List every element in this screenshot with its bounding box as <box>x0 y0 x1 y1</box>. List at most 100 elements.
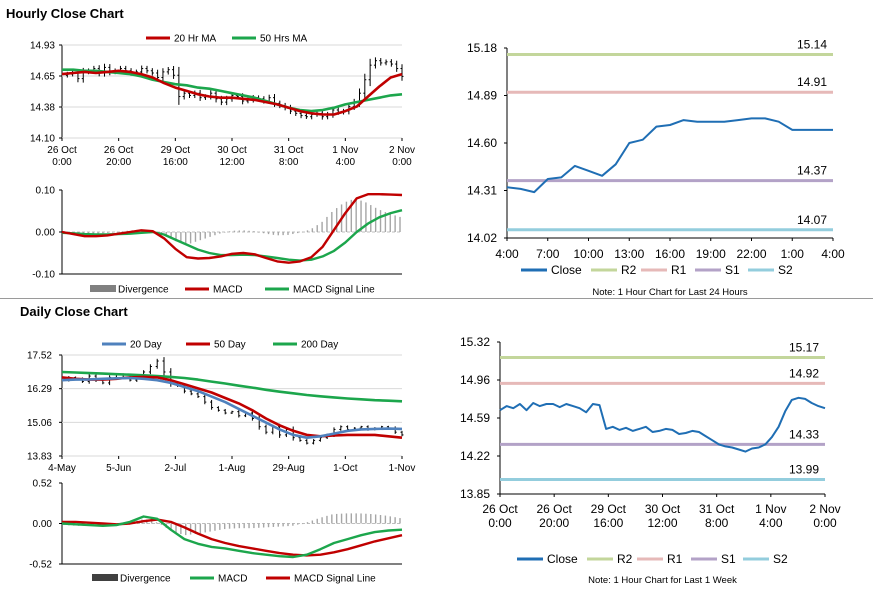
hourly-macd-divergence-bar <box>248 230 250 232</box>
hourly-macd-divergence-bar <box>97 232 99 234</box>
daily_pivots-x-tick-label: 8:00 <box>705 516 729 530</box>
daily-macd-divergence-bar <box>253 523 255 529</box>
hourly-price-x-tick-label: 8:00 <box>279 157 299 168</box>
hourly-macd-divergence-bar <box>326 216 328 232</box>
daily-macd-divergence-bar <box>155 522 158 524</box>
hourly-macd-y-tick-label: 0.00 <box>36 228 56 239</box>
hourly-macd-divergence-bar <box>92 232 94 234</box>
hourly_pivots-legend-label: R2 <box>621 263 637 277</box>
hourly_pivots-r2-level-label: 15.14 <box>797 38 827 52</box>
daily-macd-divergence-bar <box>175 523 177 533</box>
hourly_pivots-note: Note: 1 Hour Chart for Last 24 Hours <box>592 287 747 298</box>
daily_pivots-y-tick-label: 14.22 <box>460 449 490 463</box>
daily-macd-y-tick-label: 0.52 <box>33 479 53 490</box>
hourly_pivots-x-tick-label: 4:00 <box>821 247 845 261</box>
daily_pivots-x-tick-label: 2 Nov <box>809 502 840 516</box>
hourly-macd-divergence-bar <box>301 231 304 233</box>
hourly-macd-divergence-bar <box>238 230 241 232</box>
daily-macd-divergence-bar <box>331 514 333 524</box>
hourly_pivots-y-tick-label: 15.18 <box>467 41 497 55</box>
daily_pivots-y-tick-label: 15.32 <box>460 335 490 349</box>
hourly-macd-divergence-bar <box>355 198 357 232</box>
hourly-macd-divergence-bar <box>335 208 338 232</box>
daily-price-y-tick-label: 15.06 <box>27 418 52 429</box>
hourly-macd-divergence-bar <box>360 200 362 232</box>
hourly-price-x-tick-label: 0:00 <box>392 157 412 168</box>
hourly-price-y-tick-label: 14.65 <box>30 72 55 83</box>
hourly-macd-legend-label: MACD Signal Line <box>293 285 375 296</box>
hourly_pivots-x-tick-label: 1:00 <box>781 247 805 261</box>
daily-price-x-tick-label: 4-May <box>48 463 76 474</box>
daily-macd-divergence-bar <box>316 518 318 524</box>
hourly-macd-divergence-bar <box>228 231 231 232</box>
daily-macd-divergence-bar <box>399 518 401 524</box>
daily_pivots-s1-level-label: 14.33 <box>789 427 819 441</box>
daily-macd-divergence-bar <box>335 513 338 524</box>
hourly-price-y-tick-label: 14.10 <box>30 134 55 145</box>
daily-macd-divergence-bar <box>292 523 294 526</box>
hourly_pivots-legend-label: S1 <box>725 263 740 277</box>
hourly-macd-divergence-bar <box>316 225 318 232</box>
daily-macd-divergence-bar <box>355 513 357 524</box>
hourly-price-x-tick-label: 12:00 <box>219 157 244 168</box>
daily_pivots-y-tick-label: 14.96 <box>460 373 490 387</box>
daily-macd-divergence-bar <box>384 515 387 524</box>
hourly-price-x-tick-label: 26 Oct <box>47 145 77 156</box>
hourly-price-y-tick-label: 14.38 <box>30 103 55 114</box>
hourly-price-ma20-line <box>61 69 403 116</box>
hourly-macd-divergence-bar <box>116 231 119 233</box>
daily-macd-macd-line <box>61 515 403 559</box>
daily-macd-divergence-bar <box>326 515 328 524</box>
daily-macd-divergence-bar <box>306 522 309 524</box>
daily_pivots-legend-label: Close <box>547 552 578 566</box>
daily-macd-divergence-bar <box>277 523 279 527</box>
daily-price-legend-label: 200 Day <box>301 340 338 351</box>
daily_pivots-r1-level-label: 14.92 <box>789 366 819 380</box>
daily-macd-divergence-bar <box>258 523 260 528</box>
hourly-macd-divergence-bar <box>345 201 348 232</box>
daily-macd-divergence-bar <box>360 513 362 524</box>
hourly-macd-macd-line <box>61 192 403 264</box>
daily-macd-divergence-bar <box>301 523 304 525</box>
daily-price-x-tick-label: 29-Aug <box>273 463 305 474</box>
hourly-price-x-tick-label: 26 Oct <box>104 145 134 156</box>
daily-section-title: Daily Close Chart <box>20 304 128 319</box>
daily_pivots-y-tick-label: 14.59 <box>460 411 490 425</box>
hourly-macd-divergence-bar <box>394 215 396 232</box>
hourly-macd-divergence-bar <box>180 232 182 243</box>
daily_pivots-x-tick-label: 31 Oct <box>699 502 735 516</box>
daily-price-y-tick-label: 16.29 <box>27 384 52 395</box>
daily-macd-divergence-bar <box>238 523 241 529</box>
daily_pivots-y-tick-label: 13.85 <box>460 487 490 501</box>
daily-price-ma20-line <box>61 376 403 440</box>
hourly-macd-divergence-bar <box>384 212 387 232</box>
daily_pivots-legend-label: R2 <box>617 552 633 566</box>
daily-macd-divergence-bar <box>311 520 314 524</box>
hourly-price-ma50-line <box>62 68 403 113</box>
daily-macd-divergence-bar <box>219 523 221 530</box>
hourly_pivots-x-tick-label: 19:00 <box>696 247 726 261</box>
daily-macd-divergence-bar <box>248 523 250 529</box>
hourly_pivots-legend-label: Close <box>551 263 582 277</box>
hourly_pivots-x-tick-label: 4:00 <box>495 247 519 261</box>
hourly-macd-divergence-bar <box>175 232 177 242</box>
hourly_pivots-legend-label: R1 <box>671 263 687 277</box>
daily-macd-divergence-bar <box>204 523 206 533</box>
hourly-price-x-tick-label: 1 Nov <box>332 145 358 156</box>
daily_pivots-close-line <box>499 396 826 453</box>
daily-macd-divergence-bar <box>194 523 197 534</box>
daily-macd-divergence-bar <box>233 523 236 529</box>
daily-macd-divergence-bar <box>262 523 265 528</box>
daily_pivots-legend-label: S2 <box>773 552 788 566</box>
daily-price-y-tick-label: 13.83 <box>27 452 52 463</box>
hourly-macd-divergence-bar <box>258 232 260 233</box>
daily-macd-divergence-bar <box>150 520 153 524</box>
daily-macd-legend-label: MACD <box>218 574 247 585</box>
daily-price-x-tick-label: 2-Jul <box>164 463 186 474</box>
daily_pivots-x-tick-label: 12:00 <box>647 516 677 530</box>
